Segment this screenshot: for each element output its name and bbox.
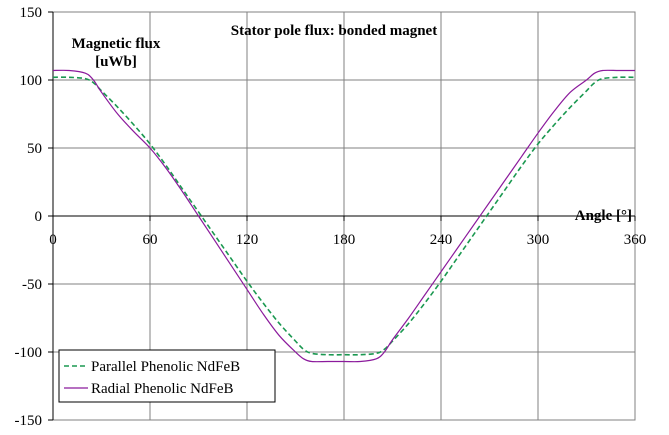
y-axis-label-line1: Magnetic flux [72,36,161,52]
y-axis-label-line2: [uWb] [95,54,137,70]
x-axis-label: Angle [°] [575,208,632,224]
series-line-radial [52,69,635,363]
x-tick-label: 180 [333,232,356,248]
y-tick-label: -100 [15,345,43,361]
series-layer [52,69,636,363]
axis-layer [48,11,636,421]
series-line-parallel [52,76,636,356]
y-tick-label: 150 [20,5,43,21]
legend-label-radial: Radial Phenolic NdFeB [91,381,234,397]
x-tick-label: 120 [236,232,259,248]
x-tick-label: 240 [430,232,453,248]
legend-label-parallel: Parallel Phenolic NdFeB [91,359,240,375]
legend-box [58,349,276,403]
y-tick-label: 50 [27,141,42,157]
chart-title: Stator pole flux: bonded magnet [231,23,437,39]
y-tick-label: 0 [35,209,43,225]
y-tick-label: -150 [15,413,43,429]
x-tick-label: 0 [49,232,57,248]
y-tick-label: 100 [20,73,43,89]
x-tick-label: 60 [143,232,158,248]
y-tick-label: -50 [22,277,42,293]
x-tick-label: 360 [624,232,647,248]
x-tick-label: 300 [527,232,550,248]
legend: Parallel Phenolic NdFeB Radial Phenolic … [58,349,276,403]
tick-layer: 0 60 120 180 240 300 360 150 100 50 0 -50 -100 -150 [15,5,647,429]
